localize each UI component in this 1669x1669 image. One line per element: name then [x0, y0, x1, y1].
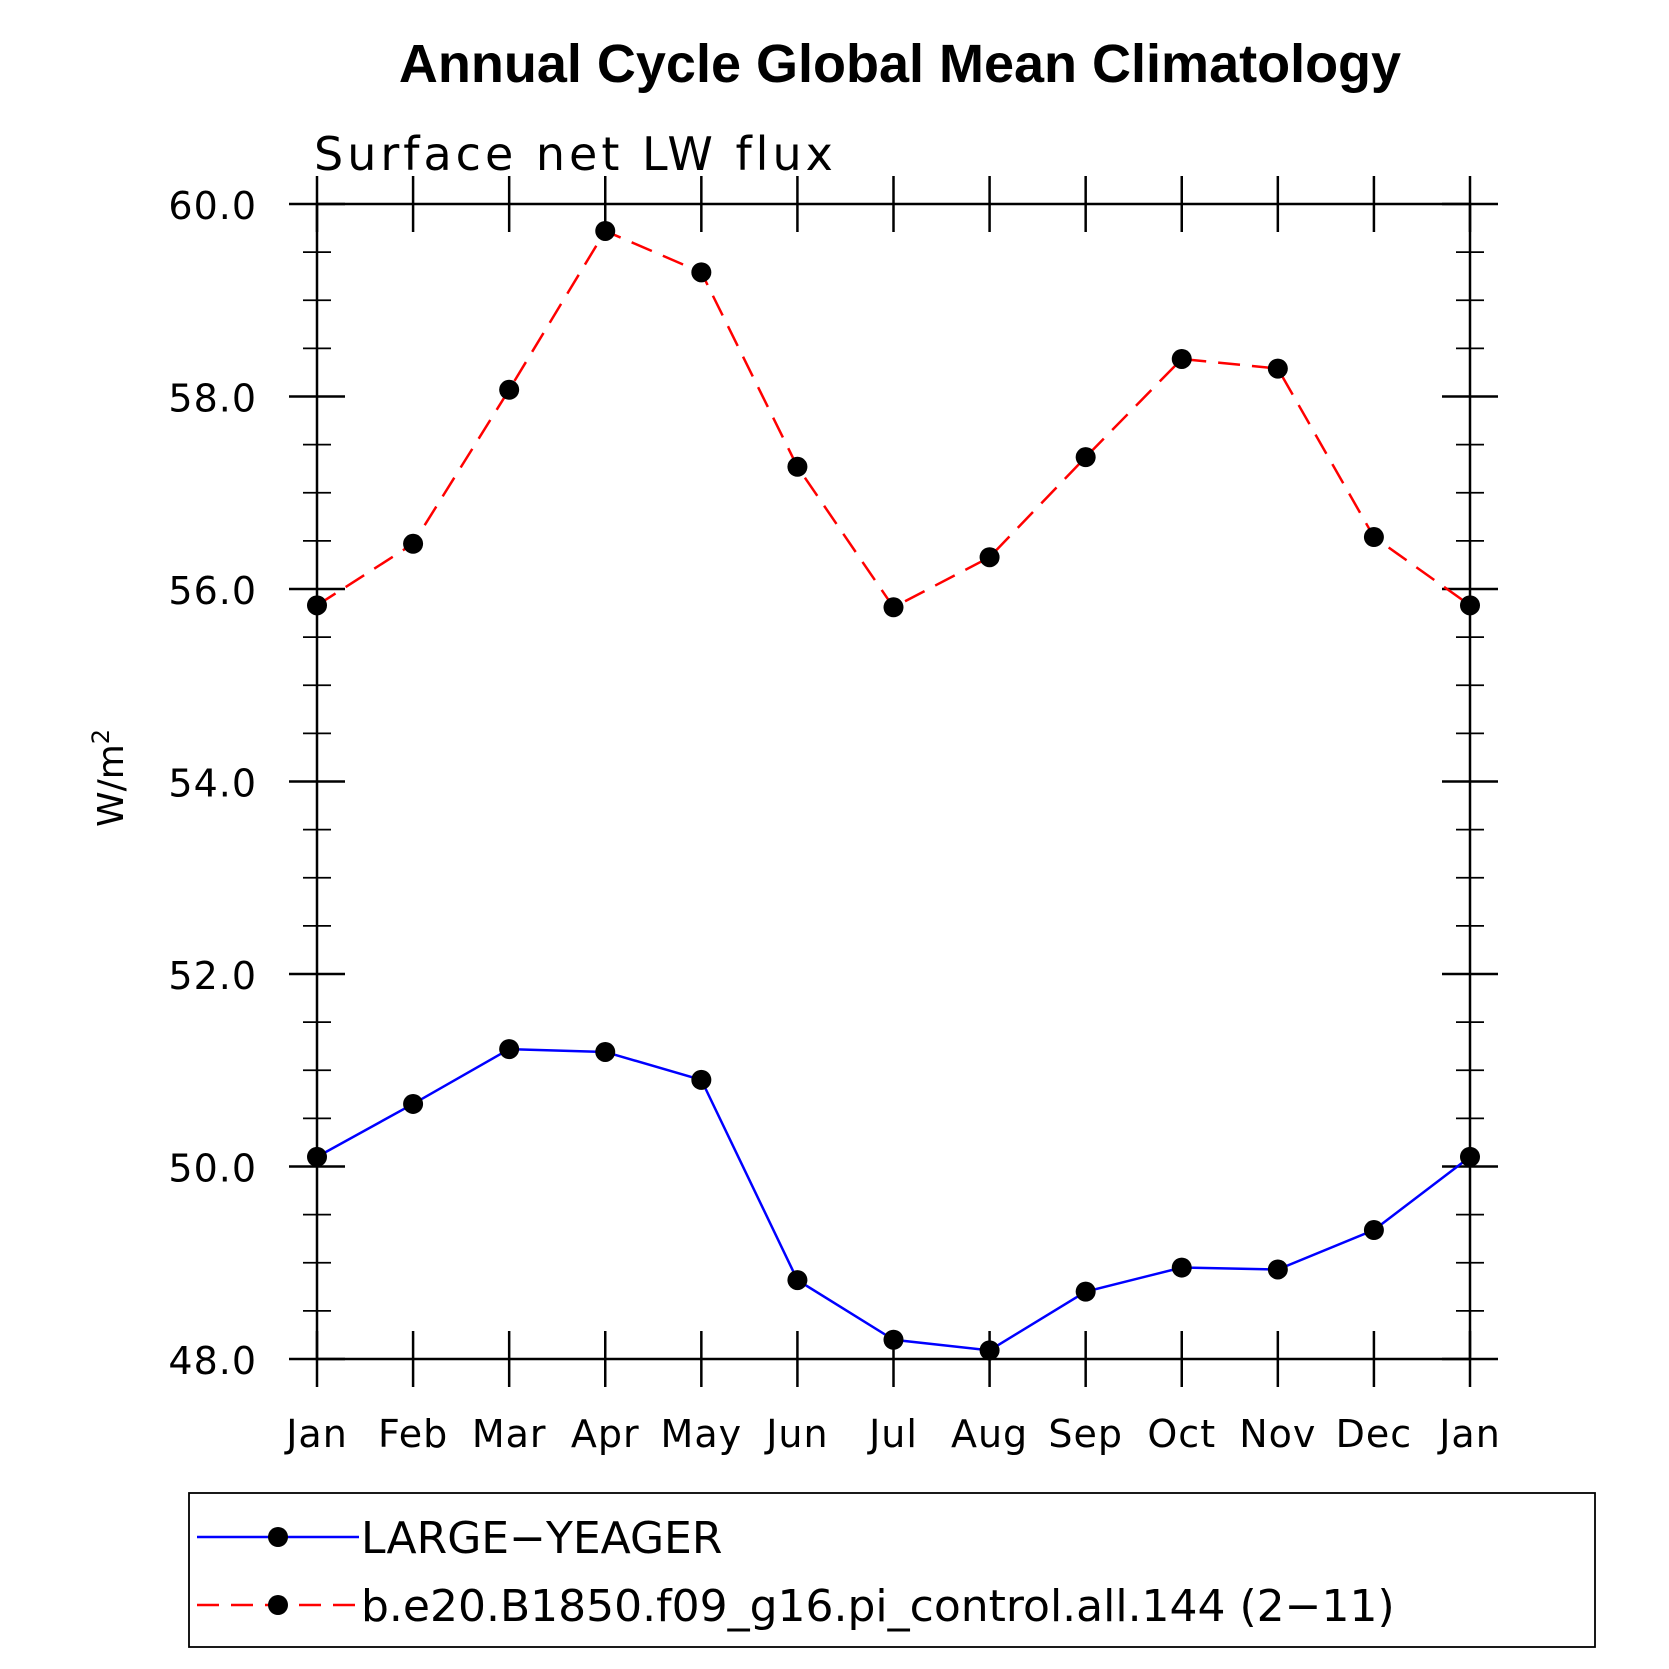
series-0-point — [1363, 1220, 1384, 1241]
series-0-point — [595, 1041, 616, 1062]
series-1-point — [403, 533, 424, 554]
plot-frame — [315, 202, 1472, 1361]
series-1-point — [1075, 447, 1096, 468]
x-tick-label: Aug — [951, 1412, 1028, 1456]
series-0-point — [499, 1039, 520, 1060]
series-0-point — [691, 1069, 712, 1090]
y-tick-label: 48.0 — [168, 1339, 257, 1383]
chart-subtitle: Surface net LW flux — [314, 127, 837, 181]
series-0-point — [787, 1270, 808, 1291]
series-1-point — [595, 220, 616, 241]
x-tick-label: Jul — [867, 1412, 918, 1456]
series-0-point — [883, 1329, 904, 1350]
series-0-point — [1171, 1257, 1192, 1278]
series-1-point — [499, 379, 520, 400]
x-tick-label: Jun — [764, 1412, 828, 1456]
legend-label: b.e20.B1850.f09_g16.pi_control.all.144 (… — [361, 1581, 1395, 1632]
chart-title: Annual Cycle Global Mean Climatology — [399, 34, 1401, 94]
series-0-point — [1267, 1259, 1288, 1280]
x-tick-label: Oct — [1147, 1412, 1216, 1456]
y-tick-label: 58.0 — [168, 377, 257, 421]
series-1-point — [691, 262, 712, 283]
series-1-point — [1460, 595, 1480, 616]
series-1-point — [883, 597, 904, 618]
series-1-point — [307, 595, 327, 616]
y-tick-label: 50.0 — [168, 1147, 257, 1191]
series-0-point — [403, 1093, 424, 1114]
y-axis-label-superscript: 2 — [87, 729, 115, 744]
series-line-0 — [316, 1047, 1471, 1352]
y-tick-label: 52.0 — [168, 954, 257, 998]
plot-series — [307, 220, 1480, 1361]
x-tick-label: Dec — [1336, 1412, 1413, 1456]
series-0-point — [1460, 1146, 1480, 1167]
x-tick-label: Mar — [472, 1412, 547, 1456]
series-1-point — [787, 456, 808, 477]
series-1-point — [1171, 348, 1192, 369]
y-tick-label: 54.0 — [168, 762, 257, 806]
legend: LARGE−YEAGER b.e20.B1850.f09_g16.pi_contr… — [188, 1492, 1596, 1648]
series-1-point — [979, 547, 1000, 568]
y-axis-label: W/m2 — [87, 729, 132, 827]
y-tick-label: 56.0 — [168, 569, 257, 613]
x-tick-label: Sep — [1048, 1412, 1123, 1456]
x-tick-label: Nov — [1239, 1412, 1316, 1456]
x-tick-label: Feb — [378, 1412, 448, 1456]
series-0-point — [307, 1146, 327, 1167]
series-0-point — [979, 1340, 1000, 1361]
x-tick-label: Jan — [1437, 1412, 1501, 1456]
legend-swatch-marker — [268, 1595, 288, 1615]
y-axis-label-text: W/m — [91, 744, 132, 827]
y-tick-label: 60.0 — [168, 184, 257, 228]
series-1-point — [1363, 527, 1384, 548]
legend-box — [188, 1492, 1596, 1648]
x-tick-label: Apr — [571, 1412, 640, 1456]
x-tick-label: May — [661, 1412, 743, 1456]
axes: Jan Feb Mar Apr May Jun Jul Aug Sep Oct Nov Dec Jan 4… — [168, 176, 1500, 1456]
series-line-1 — [316, 229, 1471, 609]
series-1-point — [1267, 358, 1288, 379]
series-0-point — [1075, 1281, 1096, 1302]
legend-swatch-marker — [268, 1527, 288, 1547]
legend-label: LARGE−YEAGER — [361, 1513, 722, 1564]
x-tick-label: Jan — [284, 1412, 348, 1456]
